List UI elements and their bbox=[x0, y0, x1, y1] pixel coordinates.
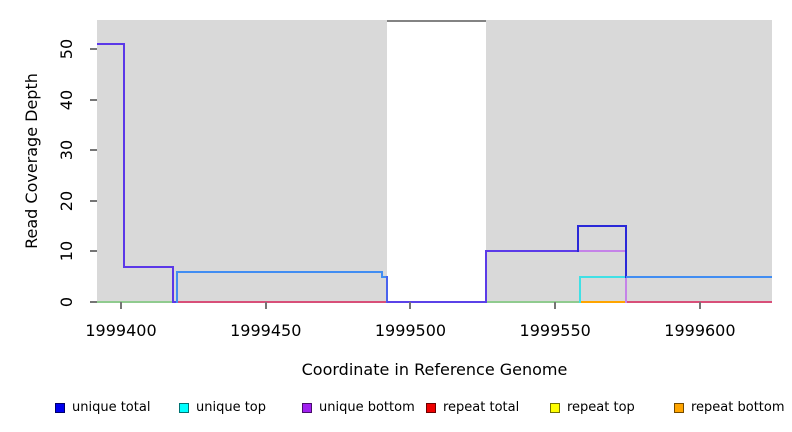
legend-swatch-unique-bottom bbox=[302, 402, 312, 413]
x-axis-title: Coordinate in Reference Genome bbox=[301, 360, 568, 379]
legend-swatch-unique-top bbox=[179, 402, 189, 413]
line-segment bbox=[578, 250, 627, 253]
line-segment bbox=[171, 265, 174, 303]
line-segment bbox=[485, 301, 581, 303]
legend-item: repeat bottom bbox=[674, 400, 785, 415]
y-axis-tick-label: 10 bbox=[56, 241, 76, 262]
legend-swatch-repeat-bottom bbox=[674, 402, 684, 413]
legend-swatch-repeat-total bbox=[426, 402, 436, 413]
x-axis-tick-label: 1999550 bbox=[519, 321, 591, 340]
x-axis-tick-label: 1999500 bbox=[374, 321, 447, 340]
no-data-band bbox=[387, 20, 486, 302]
line-segment bbox=[381, 275, 388, 278]
x-axis-tick-label: 1999450 bbox=[230, 321, 302, 340]
line-segment bbox=[176, 270, 179, 303]
line-segment bbox=[580, 275, 627, 278]
legend-item: unique top bbox=[179, 400, 266, 415]
line-segment bbox=[626, 275, 772, 278]
y-axis-tick bbox=[90, 199, 97, 202]
legend-swatch-repeat-top bbox=[550, 402, 560, 413]
legend-item: unique bottom bbox=[302, 400, 415, 415]
legend-item: repeat total bbox=[426, 400, 519, 415]
y-axis-tick bbox=[90, 48, 97, 51]
y-axis-tick bbox=[90, 98, 97, 101]
line-segment bbox=[484, 250, 487, 303]
x-axis-tick-label: 1999400 bbox=[85, 321, 157, 340]
no-data-band-top-border bbox=[387, 20, 486, 22]
legend-label: unique top bbox=[196, 400, 267, 415]
legend-label: unique total bbox=[72, 400, 151, 415]
plot-area bbox=[97, 20, 772, 303]
y-axis-title: Read Coverage Depth bbox=[21, 73, 41, 249]
line-segment bbox=[387, 301, 486, 303]
legend-label: repeat top bbox=[567, 400, 635, 415]
line-segment bbox=[97, 43, 124, 46]
y-axis-tick bbox=[90, 250, 97, 253]
x-axis-tick bbox=[554, 302, 557, 309]
x-axis-tick bbox=[698, 302, 701, 309]
y-axis-tick-label: 50 bbox=[56, 39, 76, 60]
line-segment bbox=[122, 43, 125, 268]
y-axis-tick-label: 0 bbox=[56, 296, 76, 308]
line-segment bbox=[123, 265, 173, 268]
y-axis-tick bbox=[90, 301, 97, 303]
line-segment bbox=[380, 270, 383, 278]
x-axis-tick-label: 1999600 bbox=[664, 321, 736, 340]
line-segment bbox=[485, 250, 579, 253]
line-segment bbox=[579, 275, 582, 303]
x-axis-tick bbox=[409, 302, 412, 309]
y-axis-tick-label: 40 bbox=[56, 89, 76, 111]
y-axis-tick bbox=[90, 149, 97, 152]
line-segment bbox=[577, 225, 580, 253]
y-axis-tick-label: 30 bbox=[56, 140, 76, 161]
line-segment bbox=[97, 301, 173, 303]
x-axis-tick bbox=[264, 302, 267, 309]
legend-label: unique bottom bbox=[319, 400, 415, 415]
line-segment bbox=[625, 225, 628, 278]
line-segment bbox=[580, 301, 627, 303]
line-segment bbox=[386, 275, 389, 303]
legend-label: repeat total bbox=[443, 400, 520, 415]
legend-item: unique total bbox=[55, 400, 150, 415]
line-segment bbox=[578, 225, 627, 228]
line-segment bbox=[177, 301, 388, 303]
legend-item: repeat top bbox=[550, 400, 635, 415]
y-axis-tick-label: 20 bbox=[56, 190, 76, 212]
legend-label: repeat bottom bbox=[691, 400, 785, 415]
legend-swatch-unique-total bbox=[55, 402, 65, 413]
line-segment bbox=[172, 301, 178, 303]
line-segment bbox=[177, 270, 382, 273]
x-axis-tick bbox=[120, 302, 123, 309]
